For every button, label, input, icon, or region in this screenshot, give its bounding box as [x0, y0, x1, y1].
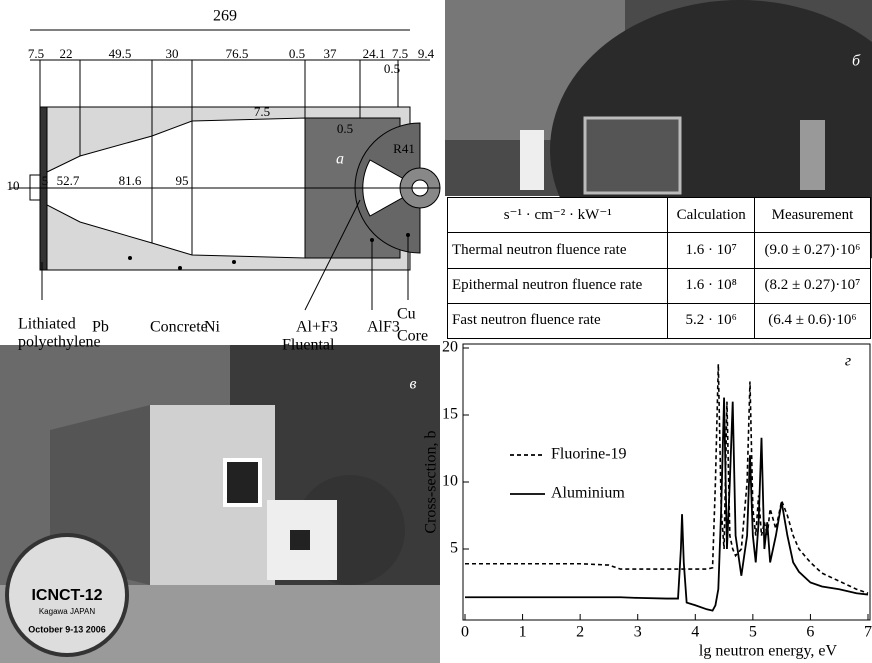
y-tick-label: 15: [442, 406, 458, 423]
material-label: Cu: [397, 306, 416, 323]
dim-label: 95: [176, 173, 189, 188]
table-cell: 1.6 · 10⁸: [668, 268, 754, 303]
assembly-port: [225, 460, 260, 505]
dim-label: 0.5: [384, 61, 400, 76]
material-label: polyethylene: [18, 334, 101, 351]
dot: [370, 238, 374, 242]
panel-label: б: [852, 53, 861, 70]
x-tick-label: 4: [691, 624, 699, 641]
dim-label: 0.5: [289, 46, 305, 61]
dot: [178, 266, 182, 270]
panel: [800, 120, 825, 190]
plot-frame: [463, 344, 870, 620]
material-label: Ni: [204, 319, 221, 336]
y-tick-label: 10: [442, 473, 458, 490]
material-label: Lithiated: [18, 316, 76, 333]
table-cell: (9.0 ± 0.27)·10⁶: [754, 233, 870, 268]
dot: [128, 256, 132, 260]
legend-label: Fluorine-19: [551, 446, 627, 463]
figure: 269 0.5 a б в ICNCT-12 Kagawa JAPAN Octo…: [0, 0, 872, 663]
box: [585, 118, 680, 193]
y-tick-label: 5: [450, 540, 458, 557]
small-port: [290, 530, 310, 550]
material-label: Core: [397, 328, 428, 345]
table-cell: (8.2 ± 0.27)·10⁷: [754, 268, 870, 303]
x-axis-label: lg neutron energy, eV: [699, 643, 838, 660]
x-tick-label: 1: [519, 624, 527, 641]
dim-label: 0.5: [337, 121, 353, 136]
legend-label: Aluminium: [551, 485, 625, 502]
dim-label: 76.5: [226, 46, 249, 61]
dim-label: 37: [324, 46, 338, 61]
x-tick-label: 3: [634, 624, 642, 641]
dot: [406, 233, 410, 237]
x-tick-label: 6: [806, 624, 814, 641]
dot: [232, 260, 236, 264]
material-label: Fluental: [282, 337, 335, 354]
table-cell: Fast neutron fluence rate: [448, 303, 668, 338]
table-cell: Calculation: [668, 198, 754, 233]
badge-title: ICNCT-12: [31, 587, 102, 604]
dim-label: 7.5: [254, 104, 270, 119]
schematic: [10, 30, 440, 310]
material-label: Concrete: [150, 319, 208, 336]
y-tick-label: 20: [442, 339, 458, 356]
dim-label: 10: [7, 178, 20, 193]
dim-label: 30: [166, 46, 179, 61]
table-cell: Thermal neutron fluence rate: [448, 233, 668, 268]
table-cell: Epithermal neutron fluence rate: [448, 268, 668, 303]
panel-label: a: [336, 151, 344, 168]
dim-label: R41: [393, 141, 415, 156]
x-tick-label: 7: [864, 624, 872, 641]
x-tick-label: 5: [749, 624, 757, 641]
dim-label: 52.7: [57, 173, 80, 188]
badge-place: Kagawa JAPAN: [39, 607, 96, 616]
series-line: [465, 398, 868, 611]
dim-label: 7.5: [392, 46, 408, 61]
panel-label: в: [410, 376, 417, 393]
series-line: [465, 364, 868, 593]
table-cell: 5.2 · 10⁶: [668, 303, 754, 338]
dim-label: 81.6: [119, 173, 142, 188]
material-label: Pb: [92, 319, 109, 336]
table-cell: (6.4 ± 0.6)·10⁶: [754, 303, 870, 338]
dim-label: 5: [42, 173, 49, 188]
dim-label: 49.5: [109, 46, 132, 61]
x-tick-label: 2: [576, 624, 584, 641]
material-label: Al+F3: [296, 319, 338, 336]
dim-label: 7.5: [28, 46, 44, 61]
badge-date: October 9-13 2006: [28, 624, 106, 634]
table-cell: s⁻¹ · cm⁻² · kW⁻¹: [448, 198, 668, 233]
material-label: AlF3: [367, 319, 400, 336]
x-tick-label: 0: [461, 624, 469, 641]
dim-label: 9.4: [418, 46, 435, 61]
y-axis-label: Cross-section, b: [423, 430, 440, 533]
panel-label: г: [845, 353, 851, 370]
person: [520, 130, 544, 190]
total-dim: 269: [213, 8, 237, 25]
table-cell: 1.6 · 10⁷: [668, 233, 754, 268]
dim-label: 22: [60, 46, 73, 61]
table-cell: Measurement: [754, 198, 870, 233]
dim-label: 24.1: [363, 46, 386, 61]
